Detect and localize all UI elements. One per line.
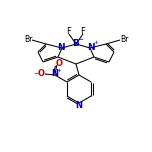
Text: F: F (67, 28, 71, 36)
Text: +: + (57, 67, 61, 73)
Text: N: N (76, 100, 83, 109)
Text: F: F (81, 28, 85, 36)
Text: O: O (37, 69, 44, 78)
Text: O: O (55, 59, 62, 67)
Text: −: − (34, 71, 39, 76)
Text: B: B (73, 40, 79, 48)
Text: −: − (78, 37, 83, 43)
Text: N: N (87, 43, 95, 52)
Text: N: N (57, 43, 65, 52)
Text: Br: Br (120, 35, 128, 43)
Text: N: N (51, 69, 58, 78)
Text: +: + (93, 40, 98, 45)
Text: Br: Br (24, 35, 32, 43)
